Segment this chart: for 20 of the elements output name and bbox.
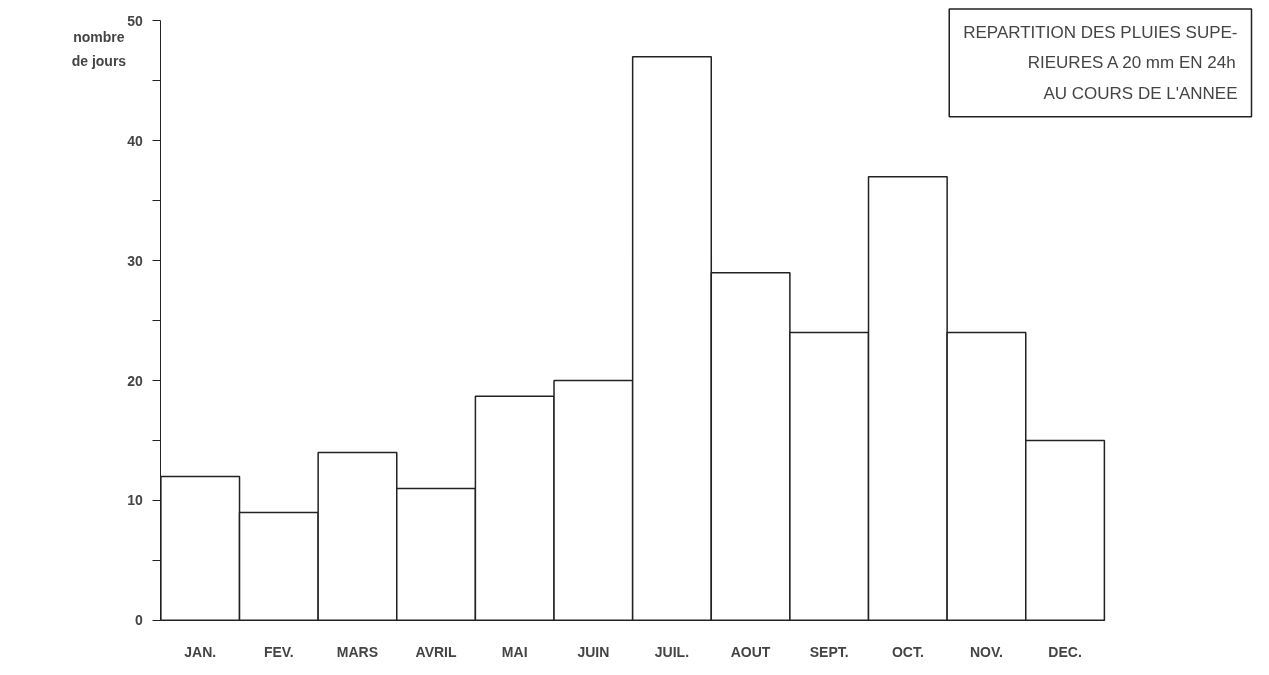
x-tick-label: MAI [501,644,528,661]
x-tick-label: OCT. [891,644,924,661]
x-tick-label: AVRIL [415,644,458,661]
x-tick-label: FEV. [263,644,294,661]
x-tick-label: MARS [336,644,379,661]
x-tick-label: JAN. [184,644,217,661]
y-tick-label: 0 [135,612,144,629]
text: REPARTITION DES PLUIES SUPE- RIEURES A 20 mm EN 24h AU COURS DE L'ANNEE [963,22,1238,103]
x-tick-label: DEC. [1048,644,1082,661]
y-tick-label: 10 [127,492,144,509]
y-tick-label: 30 [127,252,144,269]
x-tick-label: SEPT. [809,644,849,661]
y-tick-label: 20 [127,372,144,389]
x-tick-label: JUIN [577,644,610,661]
x-tick-label: AOUT [730,644,771,661]
y-tick-label: 40 [127,132,144,149]
y-axis-title: nombre de jours [71,28,127,69]
x-tick-label: JUIL. [654,644,690,661]
x-tick-label: NOV. [969,644,1003,661]
y-tick-label: 50 [127,12,144,29]
